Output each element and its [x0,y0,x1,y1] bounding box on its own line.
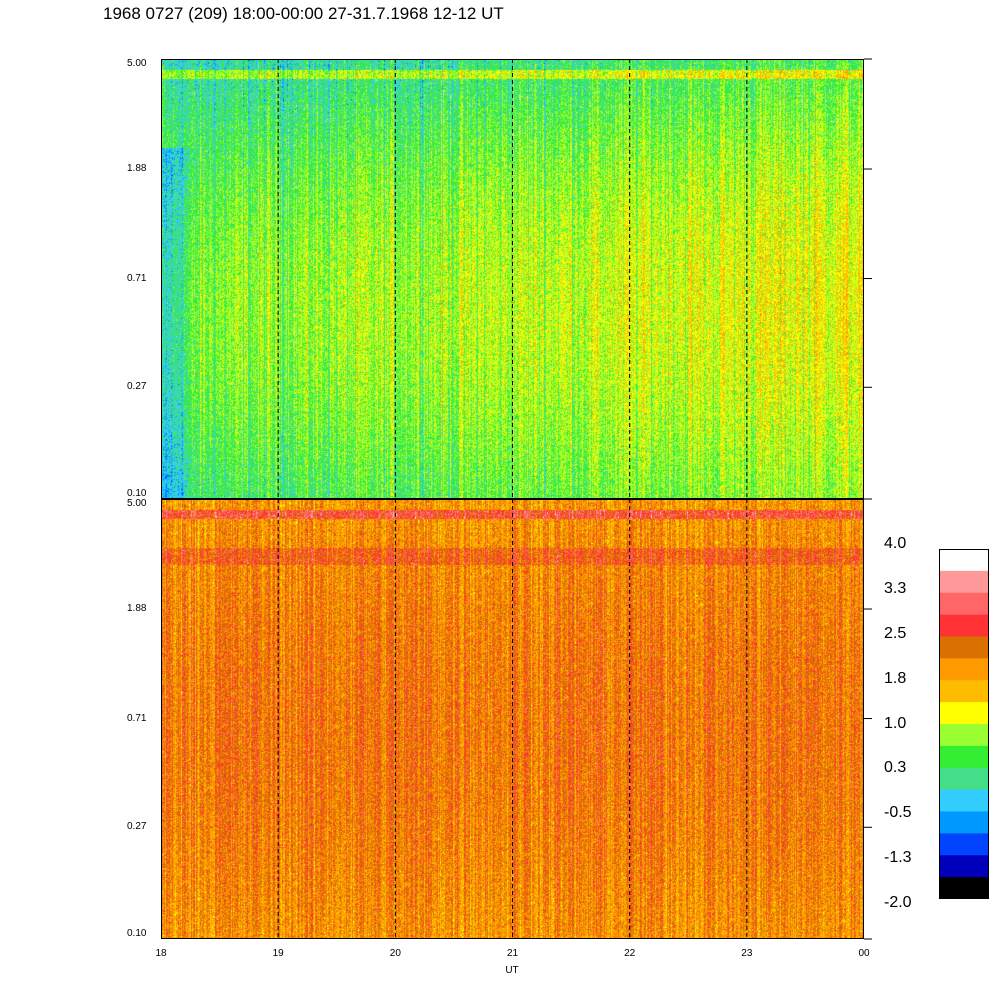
colorbar-segment [939,636,989,659]
y-tick-label-lower: 0.10 [127,928,147,939]
y-tick-label-upper: 0.27 [127,381,147,393]
colorbar-segment [939,724,989,747]
colorbar-segment [939,658,989,681]
y-tick-label-upper: 1.88 [127,163,147,175]
y-tick-label-upper: 0.10 [127,488,147,499]
colorbar-segment [939,877,989,899]
y-tick-label-lower: 5.00 [127,498,147,509]
colorbar-segment [939,833,989,856]
colorbar-segment [939,767,989,791]
chart-title: 1968 0727 (209) 18:00-00:00 27-31.7.1968… [103,4,504,23]
x-axis-label: UT [505,965,519,976]
colorbar-label: 1.0 [884,714,907,732]
colorbar-label: -1.3 [884,849,912,867]
x-tick-label: 19 [272,948,284,959]
colorbar-label: 1.8 [884,669,907,687]
colorbar-label: 0.3 [884,759,907,777]
colorbar-segment [939,592,989,616]
colorbar-segment [939,549,989,572]
colorbar-segment [939,789,989,812]
colorbar-label: -0.5 [884,804,912,822]
x-tick-label: 23 [741,948,753,959]
colorbar-segment [939,680,989,703]
y-tick-label-lower: 0.27 [127,821,147,833]
colorbar-segment [939,702,989,725]
colorbar-label: 4.0 [884,535,907,552]
y-tick-label-upper: 5.00 [127,58,147,69]
colorbar-segment [939,811,989,834]
x-tick-label: 18 [155,948,167,959]
colorbar [939,549,989,899]
y-tick-label-upper: 0.71 [127,272,147,284]
colorbar-label: 2.5 [884,624,907,642]
colorbar-segment [939,855,989,878]
colorbar-segment [939,570,989,594]
y-tick-label-lower: 1.88 [127,603,147,615]
colorbar-label: -2.0 [884,894,912,911]
colorbar-border [939,549,989,899]
x-tick-label: 00 [858,948,870,959]
colorbar-segment [939,614,989,637]
colorbar-label: 3.3 [884,579,907,597]
x-tick-label: 21 [506,948,519,959]
x-tick-label: 22 [624,948,636,959]
y-tick-label-lower: 0.71 [127,712,147,724]
x-tick-label: 20 [389,948,401,959]
colorbar-segment [939,745,989,769]
